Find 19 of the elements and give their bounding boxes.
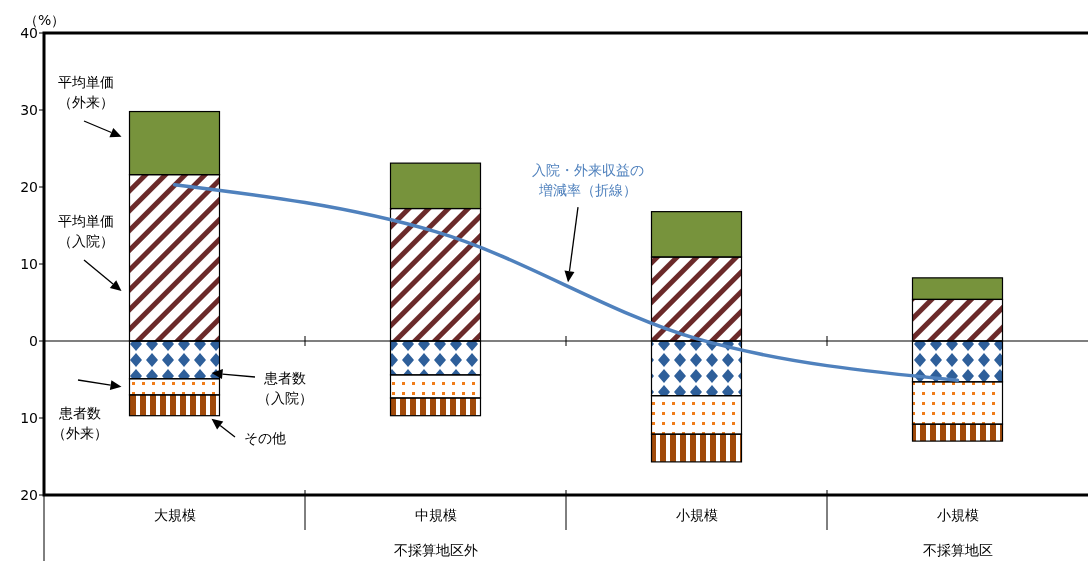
x-tick-label: 大規模 (153, 507, 196, 523)
text: 入院・外来収益の増減率（折線） (532, 162, 644, 199)
y-tick-label: 30 (20, 101, 38, 118)
x-tick-label: 小規模 (675, 507, 718, 523)
series-label: 平均単価（入院） (58, 213, 114, 250)
y-tick-label: 20 (20, 486, 38, 503)
text: 患者数（入院） (257, 370, 313, 407)
x-tick-label: 小規模 (936, 507, 979, 523)
series-label: 患者数（外来） (52, 405, 108, 442)
text: 不採算地区 (922, 542, 993, 558)
x-tick-label: 中規模 (414, 507, 457, 523)
y-axis-title: （%） (24, 12, 66, 28)
y-tick-label: 10 (20, 255, 38, 272)
y-tick-label: 20 (20, 178, 38, 195)
text: その他 (244, 430, 286, 446)
y-tick-label: 10 (20, 409, 38, 426)
y-tick-label: 0 (29, 332, 38, 349)
text: 不採算地区外 (393, 542, 478, 558)
series-label: 平均単価（外来） (58, 74, 114, 111)
